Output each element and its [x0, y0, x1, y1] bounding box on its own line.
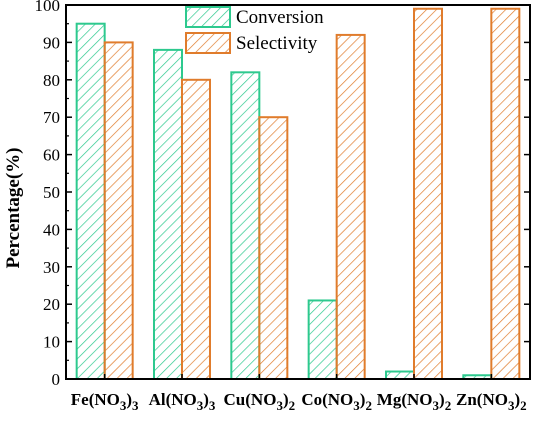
bar-selectivity-0 [103, 41, 134, 381]
bar-conversion-2 [230, 71, 261, 380]
x-tick-label: Al(NO3)3 [149, 390, 216, 413]
bar-selectivity-3 [335, 33, 366, 380]
bar-selectivity-2 [258, 116, 289, 380]
legend-label-selectivity: Selectivity [236, 33, 318, 54]
y-tick-label: 70 [43, 108, 60, 127]
y-tick-label: 30 [43, 258, 60, 277]
y-tick-label: 60 [43, 146, 60, 165]
y-tick-label: 20 [43, 295, 60, 314]
bar-selectivity-5 [490, 7, 521, 381]
y-tick-label: 0 [52, 370, 61, 389]
bar-selectivity-1 [181, 78, 211, 381]
legend-swatch-selectivity [185, 32, 231, 54]
y-tick-label: 100 [35, 0, 61, 15]
bar-conversion-3 [307, 299, 338, 380]
bars-layer [75, 7, 521, 381]
y-tick-label: 80 [43, 71, 60, 90]
y-tick-label: 10 [43, 333, 60, 352]
y-tick-label: 90 [43, 33, 60, 52]
axis-layer: Fe(NO3)3 Al(NO3)3 Cu(NO3)2 Co(NO3)2 Mg(NO3)2… [35, 0, 531, 413]
y-tick-label: 50 [43, 183, 60, 202]
legend-swatch-conversion [185, 6, 231, 28]
bar-selectivity-4 [413, 7, 443, 381]
legend-label-conversion: Conversion [236, 7, 324, 28]
bar-conversion-4 [385, 370, 415, 380]
x-tick-label: Fe(NO3)3 [71, 390, 139, 413]
y-axis-title: Percentage(%) [3, 148, 24, 269]
y-tick-label: 40 [43, 220, 60, 239]
legend: Conversion Selectivity [185, 6, 324, 54]
bar-conversion-0 [75, 22, 106, 380]
x-tick-label: Zn(NO3)2 [456, 390, 527, 413]
bar-conversion-1 [153, 48, 183, 380]
x-tick-label: Cu(NO3)2 [224, 390, 296, 413]
x-tick-label: Mg(NO3)2 [377, 390, 451, 413]
x-tick-label: Co(NO3)2 [301, 390, 372, 413]
plot-frame [65, 4, 531, 380]
